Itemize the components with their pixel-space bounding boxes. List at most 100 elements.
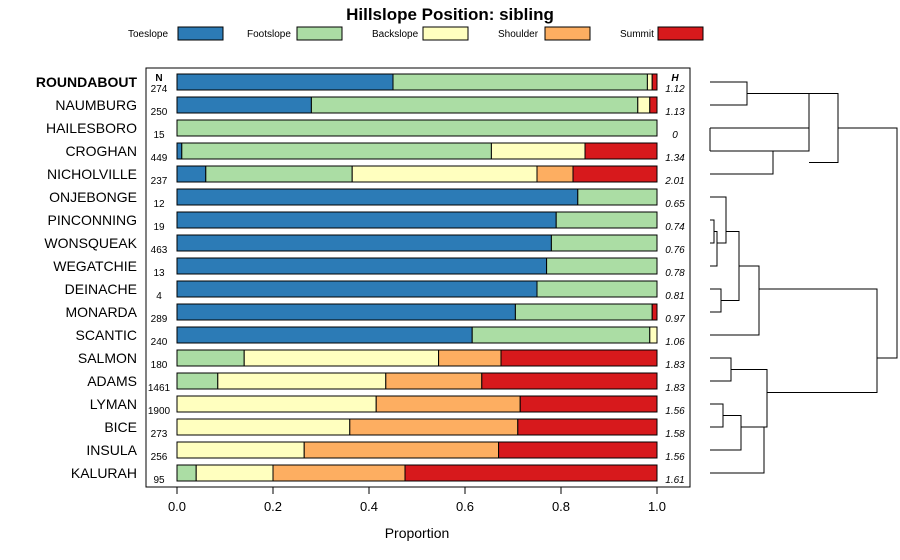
bar-segment-summit [519, 395, 658, 413]
dendrogram-branch [747, 93, 810, 152]
bar-segment-toeslope [176, 326, 473, 344]
soil-label: NAUMBURG [55, 97, 137, 113]
bar-segment-backslope [351, 165, 538, 183]
n-value: 273 [151, 429, 168, 440]
dendrogram-branch [710, 81, 748, 106]
h-value: 0.76 [665, 245, 685, 256]
bar-segment-backslope [176, 441, 305, 459]
dendrogram-branch [759, 288, 878, 393]
legend-swatch-summit [657, 26, 704, 41]
bar-row-hailesboro: HAILESBORO 15 0 [46, 119, 678, 141]
n-value: 19 [153, 222, 165, 233]
bar-segment-footslope [181, 142, 492, 160]
bar-segment-shoulder [303, 441, 500, 459]
bar-segment-footslope [555, 211, 658, 229]
h-value: 1.06 [665, 337, 685, 348]
legend-swatch-backslope [422, 26, 469, 41]
bar-segment-footslope [205, 165, 353, 183]
dendrogram-branch [710, 288, 722, 313]
n-value: 274 [151, 84, 168, 95]
bar-segment-backslope [217, 372, 387, 390]
n-value: 463 [151, 245, 168, 256]
soil-label: DEINACHE [65, 281, 137, 297]
h-value: 1.13 [665, 107, 685, 118]
bar-segment-footslope [536, 280, 658, 298]
legend-swatch-toeslope [177, 26, 224, 41]
bar-segment-summit [481, 372, 658, 390]
soil-label: WEGATCHIE [53, 258, 137, 274]
bar-segment-backslope [243, 349, 440, 367]
soil-label: SCANTIC [76, 327, 137, 343]
bar-segment-shoulder [375, 395, 521, 413]
bar-segment-toeslope [176, 234, 552, 252]
n-value: 4 [156, 291, 162, 302]
dendrogram-branch [710, 426, 765, 474]
h-value: 1.83 [665, 360, 685, 371]
bar-segment-summit [649, 96, 658, 114]
bar-segment-summit [498, 441, 658, 459]
h-value: 1.12 [665, 84, 685, 95]
bar-segment-summit [500, 349, 658, 367]
n-value: 13 [153, 268, 165, 279]
bar-segment-footslope [577, 188, 658, 206]
bar-segment-backslope [637, 96, 651, 114]
bar-segment-footslope [471, 326, 651, 344]
bar-segment-toeslope [176, 257, 548, 275]
bar-segment-backslope [176, 395, 377, 413]
soil-label: PINCONNING [48, 212, 137, 228]
n-value: 449 [151, 153, 168, 164]
x-tick-label: 0.8 [552, 499, 570, 514]
legend-swatch-shoulder [544, 26, 591, 41]
n-value: 95 [153, 475, 165, 486]
dendrogram [709, 81, 898, 474]
h-value: 0.65 [665, 199, 685, 210]
h-value: 1.34 [665, 153, 685, 164]
bar-segment-footslope [514, 303, 653, 321]
bar-row-croghan: CROGHAN 449 1.34 [65, 142, 685, 164]
dendrogram-branch [731, 369, 768, 428]
soil-label: MONARDA [65, 304, 137, 320]
dendrogram-branch [710, 403, 724, 428]
soil-label: INSULA [86, 442, 137, 458]
n-header: N [155, 73, 162, 84]
h-value: 1.58 [665, 429, 685, 440]
n-value: 250 [151, 107, 168, 118]
bar-segment-footslope [176, 349, 245, 367]
dendrogram-branch [710, 415, 742, 451]
bar-row-salmon: SALMON 180 1.83 [78, 349, 685, 371]
dendrogram-branch [710, 231, 718, 267]
bar-segment-backslope [646, 73, 653, 91]
bar-row-insula: INSULA 256 1.56 [86, 441, 685, 463]
bar-row-lyman: LYMAN 1900 1.56 [90, 395, 685, 417]
dendrogram-branch [838, 127, 898, 359]
h-value: 0.78 [665, 268, 685, 279]
bar-row-adams: ADAMS 1461 1.83 [87, 372, 685, 394]
bar-segment-summit [404, 464, 658, 482]
n-value: 1461 [148, 383, 171, 394]
n-value: 289 [151, 314, 168, 325]
n-value: 1900 [148, 406, 171, 417]
h-value: 2.01 [664, 176, 684, 187]
h-value: 1.61 [665, 475, 684, 486]
chart-title: Hillslope Position: sibling [346, 5, 554, 24]
x-axis-title: Proportion [385, 525, 450, 541]
legend-label-backslope: Backslope [372, 29, 419, 40]
bar-segment-toeslope [176, 211, 557, 229]
bar-segment-footslope [176, 119, 658, 137]
bar-segment-backslope [176, 418, 351, 436]
legend-label-footslope: Footslope [247, 29, 291, 40]
soil-label: BICE [104, 419, 137, 435]
soil-label: ADAMS [87, 373, 137, 389]
bar-row-onjebonge: ONJEBONGE 12 0.65 [49, 188, 685, 210]
bar-segment-toeslope [176, 96, 312, 114]
dendrogram-branch [710, 196, 727, 244]
bar-row-deinache: DEINACHE 4 0.81 [65, 280, 685, 302]
bar-segment-summit [651, 303, 658, 321]
plot-frame [145, 67, 691, 488]
bar-segment-shoulder [349, 418, 519, 436]
n-value: 15 [153, 130, 165, 141]
bar-segment-summit [517, 418, 658, 436]
bar-row-roundabout: ROUNDABOUT 274 1.12 [36, 73, 685, 95]
